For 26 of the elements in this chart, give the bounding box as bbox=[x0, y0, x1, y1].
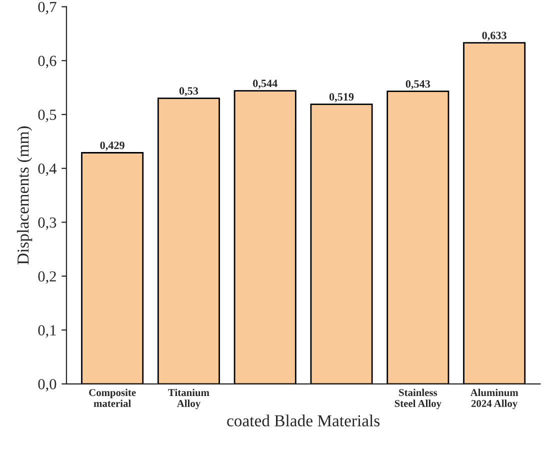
y-tick-label: 0,0 bbox=[38, 379, 56, 392]
x-tick-label: Aluminum 2024 Alloy bbox=[470, 388, 518, 410]
y-tick-label: 0,2 bbox=[38, 271, 56, 284]
x-tick-label: Composite material bbox=[89, 388, 136, 407]
data-label: 0,53 bbox=[179, 87, 198, 96]
bar bbox=[386, 90, 450, 384]
data-label: 0,543 bbox=[406, 80, 430, 90]
data-label: 0,429 bbox=[100, 142, 124, 151]
y-tick-label: 0,4 bbox=[38, 164, 57, 176]
y-axis-title: Displacements (mm) bbox=[16, 126, 32, 264]
y-tick-label: 0,1 bbox=[38, 325, 56, 338]
bar bbox=[81, 152, 144, 384]
bar bbox=[157, 98, 220, 384]
data-label: 0,633 bbox=[482, 32, 506, 41]
y-tick-label: 0,5 bbox=[38, 110, 56, 122]
bar bbox=[234, 90, 296, 384]
bar bbox=[463, 42, 526, 384]
y-tick-label: 0,3 bbox=[38, 217, 56, 230]
x-tick-label: Stainless Steel Alloy bbox=[394, 388, 442, 410]
x-tick-label: Titanium Alloy bbox=[168, 388, 210, 410]
x-axis-title: coated Blade Materials bbox=[227, 414, 380, 426]
y-tick-label: 0,7 bbox=[38, 2, 56, 14]
data-label: 0,544 bbox=[253, 80, 278, 89]
y-tick-label: 0,6 bbox=[38, 56, 56, 68]
bar bbox=[310, 104, 373, 384]
data-label: 0,519 bbox=[329, 93, 354, 102]
